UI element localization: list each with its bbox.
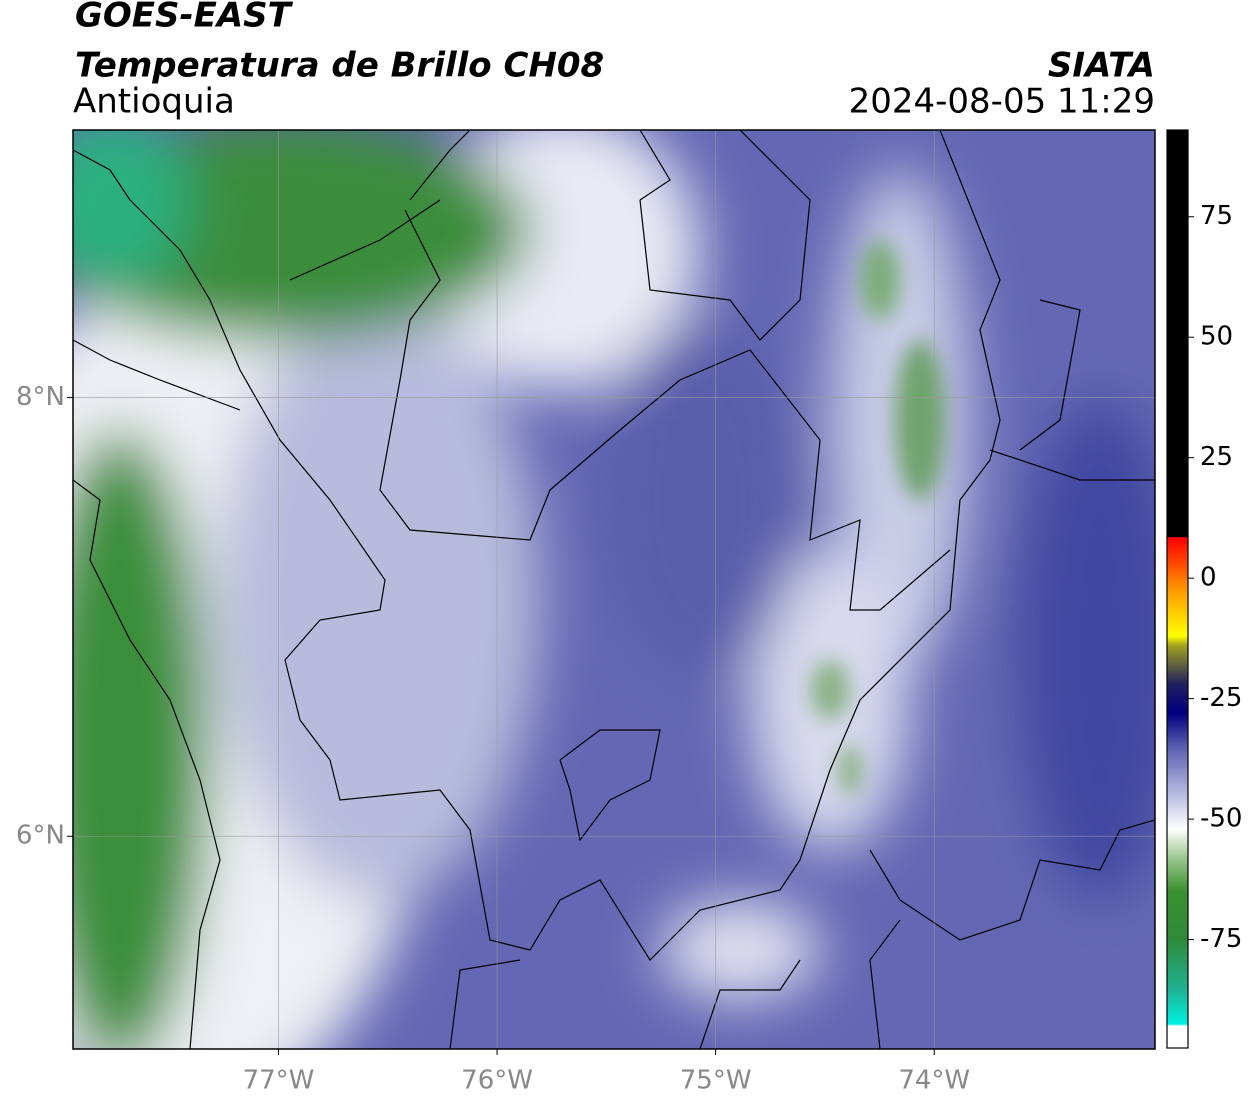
datetime: 2024-08-05 11:29 (849, 82, 1155, 122)
colorbar-tick-label: -50 (1200, 804, 1242, 834)
satellite-title: GOES-EAST (75, 0, 294, 36)
colorbar-tick-label: 25 (1200, 442, 1233, 472)
colorbar-tick-label: -75 (1200, 924, 1242, 954)
lat-tick-label: 6°N (16, 821, 65, 851)
map-frame (72, 129, 1156, 1050)
lon-tick-label: 76°W (461, 1066, 533, 1096)
lat-tick-label: 8°N (16, 382, 65, 412)
satellite-image (73, 130, 1155, 1049)
colorbar-frame (1166, 129, 1189, 1049)
region: Antioquia (73, 82, 235, 122)
colorbar-tick-label: 50 (1200, 322, 1233, 352)
lon-tick-label: 77°W (243, 1066, 315, 1096)
source: SIATA (1048, 46, 1155, 86)
lon-tick-label: 75°W (680, 1066, 752, 1096)
lon-tick-label: 74°W (898, 1066, 970, 1096)
colorbar-tick-label: -25 (1200, 683, 1242, 713)
colorbar-tick-label: 0 (1200, 563, 1217, 593)
colorbar (1167, 130, 1188, 1048)
colorbar-tick-label: 75 (1200, 201, 1233, 231)
product-title: Temperatura de Brillo CH08 (75, 46, 604, 86)
